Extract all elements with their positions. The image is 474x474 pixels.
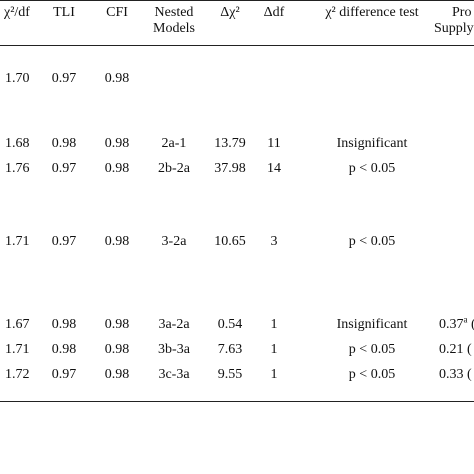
cell-prov-tail: ( [468, 317, 474, 332]
cell-diff-test: p < 0.05 [348, 367, 396, 382]
header-nested-line1: Nested [154, 5, 194, 20]
cell-tli: 0.98 [51, 317, 77, 332]
cell-diff-test: p < 0.05 [348, 161, 396, 176]
cell-delta-df: 11 [267, 136, 281, 151]
cell-chi-df: 1.72 [5, 367, 30, 382]
header-prov-line2: Supply [434, 21, 474, 36]
cell-delta-df: 3 [270, 234, 278, 249]
cell-delta-chi: 10.65 [214, 234, 246, 249]
cell-prov-superscript: a [463, 314, 468, 325]
cell-delta-df: 14 [267, 161, 281, 176]
cell-cfi: 0.98 [104, 342, 130, 357]
cell-tli: 0.97 [51, 161, 77, 176]
cell-tli: 0.98 [51, 342, 77, 357]
cell-chi-df: 1.70 [5, 71, 30, 86]
cell-tli: 0.97 [51, 234, 77, 249]
cell-nested: 3a-2a [158, 317, 190, 332]
cell-delta-chi: 7.63 [217, 342, 243, 357]
cell-prov: 0.37a ( [439, 314, 474, 333]
cell-tli: 0.98 [51, 136, 77, 151]
cell-cfi: 0.98 [104, 71, 130, 86]
cell-prov: 0.33 ( [439, 367, 472, 382]
cell-diff-test: Insignificant [336, 136, 408, 151]
cell-chi-df: 1.68 [5, 136, 30, 151]
cell-chi-df: 1.71 [5, 342, 30, 357]
cell-delta-chi: 13.79 [214, 136, 246, 151]
cell-cfi: 0.98 [104, 317, 130, 332]
header-tli: TLI [53, 5, 75, 20]
cell-tli: 0.97 [51, 367, 77, 382]
cell-chi-df: 1.71 [5, 234, 30, 249]
cell-delta-chi: 0.54 [217, 317, 243, 332]
cell-diff-test: Insignificant [336, 317, 408, 332]
header-nested-line2: Models [153, 21, 195, 36]
cell-nested: 3-2a [161, 234, 187, 249]
cell-chi-df: 1.76 [5, 161, 30, 176]
cell-nested: 2b-2a [158, 161, 190, 176]
cell-delta-df: 1 [270, 367, 278, 382]
cell-cfi: 0.98 [104, 234, 130, 249]
table-header-rule [0, 45, 474, 46]
cell-delta-chi: 9.55 [217, 367, 243, 382]
table-top-rule [0, 0, 474, 1]
cell-prov: 0.21 ( [439, 342, 472, 357]
cell-diff-test: p < 0.05 [348, 234, 396, 249]
cell-nested: 3c-3a [158, 367, 190, 382]
header-prov-line1: Pro [452, 5, 472, 20]
header-cfi: CFI [106, 5, 128, 20]
header-delta-chi: Δχ² [220, 5, 240, 20]
cell-cfi: 0.98 [104, 136, 130, 151]
cell-delta-chi: 37.98 [214, 161, 246, 176]
cell-prov-value: 0.37 [439, 317, 464, 332]
cell-nested: 2a-1 [161, 136, 187, 151]
cell-tli: 0.97 [51, 71, 77, 86]
cell-nested: 3b-3a [158, 342, 190, 357]
cell-delta-df: 1 [270, 342, 278, 357]
cell-cfi: 0.98 [104, 367, 130, 382]
header-chi-df: χ²/df [4, 5, 30, 20]
cell-diff-test: p < 0.05 [348, 342, 396, 357]
table-bottom-rule [0, 401, 474, 402]
header-diff-test: χ² difference test [325, 5, 419, 20]
header-delta-df: Δdf [263, 5, 285, 20]
cell-chi-df: 1.67 [5, 317, 30, 332]
cell-cfi: 0.98 [104, 161, 130, 176]
cell-delta-df: 1 [270, 317, 278, 332]
